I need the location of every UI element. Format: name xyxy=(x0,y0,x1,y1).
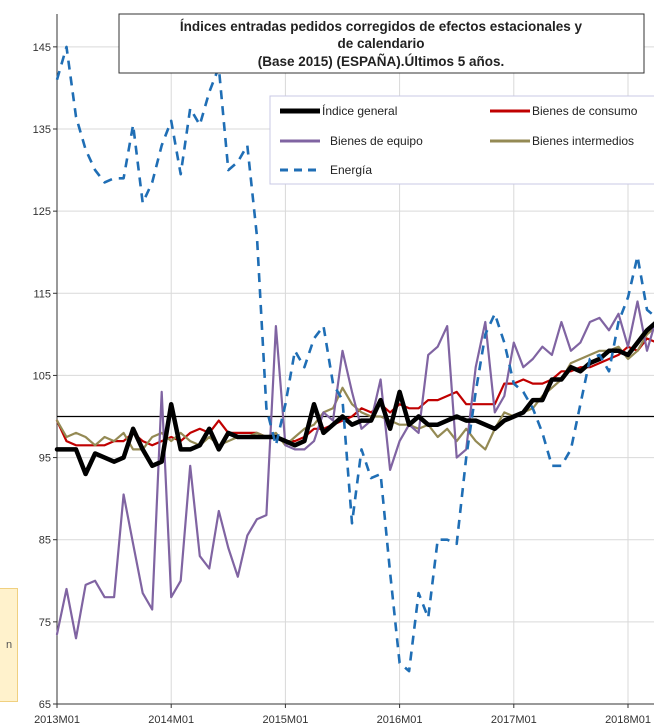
y-tick-label: 95 xyxy=(39,453,51,465)
y-tick-label: 135 xyxy=(33,124,51,136)
x-tick-label: 2017M01 xyxy=(491,714,537,726)
legend-label-bienes-equipo: Bienes de equipo xyxy=(330,134,423,148)
x-tick-label: 2015M01 xyxy=(262,714,308,726)
chart-title-line-3: (Base 2015) (ESPAÑA).Últimos 5 años. xyxy=(258,54,505,69)
x-tick-label: 2018M01 xyxy=(605,714,651,726)
legend-label-energia: Energía xyxy=(330,163,372,177)
series-line-bienes-intermedios xyxy=(55,326,654,451)
series-lines xyxy=(54,45,654,673)
y-tick-label: 75 xyxy=(39,617,51,629)
y-tick-label: 65 xyxy=(39,699,51,711)
x-tick-label: 2013M01 xyxy=(34,714,80,726)
legend-label-indice-general: Índice general xyxy=(322,103,397,118)
legend: Índice general Bienes de consumo Bienes … xyxy=(269,95,654,185)
legend-label-bienes-consumo: Bienes de consumo xyxy=(532,104,638,118)
axes: 65 75 85 95 105 115 125 135 145 2013M01 2014M01 201… xyxy=(33,14,654,726)
chart-title-line-2: de calendario xyxy=(337,36,424,51)
side-note-box: n xyxy=(0,588,18,702)
y-tick-label: 105 xyxy=(33,370,51,382)
series-line-bienes-de-equipo xyxy=(55,300,654,640)
x-tick-label: 2014M01 xyxy=(148,714,194,726)
y-tick-label: 145 xyxy=(33,42,51,54)
chart-title-box: Índices entradas pedidos corregidos de e… xyxy=(118,13,645,74)
series-line-energ-a xyxy=(55,45,654,673)
series-line--ndice-general xyxy=(54,321,654,477)
y-tick-label: 85 xyxy=(39,535,51,547)
side-note-text: n xyxy=(6,639,13,651)
legend-label-bienes-intermedios: Bienes intermedios xyxy=(532,134,634,148)
y-tick-label: 125 xyxy=(33,206,51,218)
y-tick-label: 115 xyxy=(33,288,51,300)
chart-title-line-1: Índices entradas pedidos corregidos de e… xyxy=(180,19,583,34)
x-tick-label: 2016M01 xyxy=(377,714,423,726)
